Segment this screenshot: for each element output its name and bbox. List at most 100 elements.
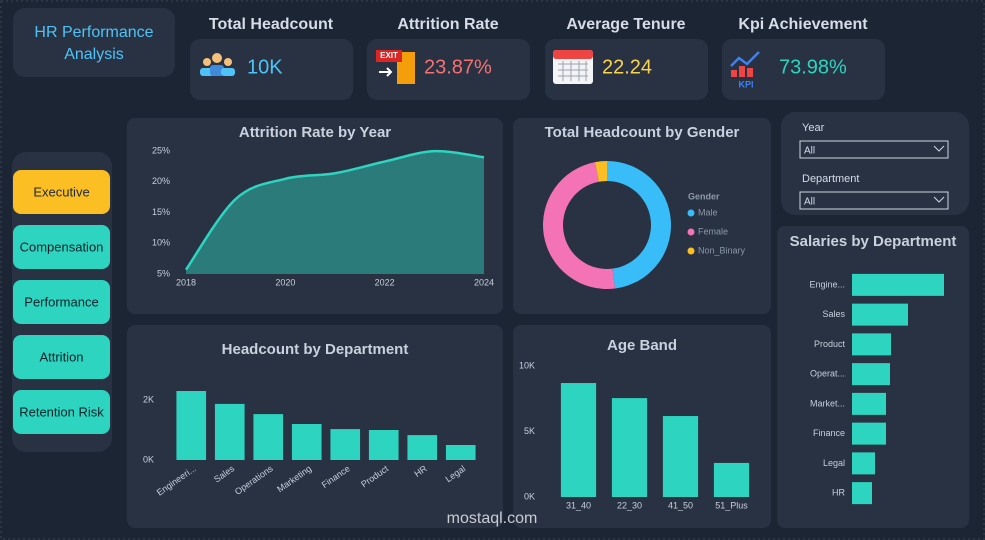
legend-label: Male xyxy=(698,207,718,217)
dropdown-arrow[interactable] xyxy=(933,196,945,203)
bar xyxy=(445,445,476,460)
filter-label: Department xyxy=(802,173,859,185)
y-tick-label: 0K xyxy=(524,491,535,501)
svg-text:EXIT: EXIT xyxy=(380,51,398,60)
y-tick-label: 5K xyxy=(524,426,535,436)
bar xyxy=(852,363,890,386)
bar xyxy=(852,482,872,505)
kpi-label: Attrition Rate xyxy=(397,16,498,33)
line xyxy=(184,149,485,271)
nav-button-label[interactable]: Retention Risk xyxy=(19,404,104,419)
bar xyxy=(713,462,750,497)
icon-exit: EXIT xyxy=(376,50,415,84)
icon-kpi: KPI xyxy=(730,51,760,89)
bar xyxy=(253,414,284,460)
y-tick-label: Market... xyxy=(810,398,845,408)
bar xyxy=(852,333,891,356)
y-tick-label: 25% xyxy=(152,146,170,156)
y-tick-label: 10% xyxy=(152,238,170,248)
y-tick-label: Finance xyxy=(813,428,845,438)
bar xyxy=(176,391,207,460)
y-tick-label: 2K xyxy=(143,394,154,404)
x-tick-label: 2022 xyxy=(375,277,395,287)
y-tick-label: 5% xyxy=(157,268,170,278)
y-tick-label: Product xyxy=(814,339,846,349)
kpi-card xyxy=(190,39,353,100)
watermark: mostaql.com xyxy=(447,510,538,527)
page-title: HR Performance Analysis xyxy=(34,24,153,63)
x-tick-label: 2024 xyxy=(474,277,494,287)
legend-label: Female xyxy=(698,226,728,236)
y-tick-label: 10K xyxy=(519,360,535,370)
x-tick-label: 41_50 xyxy=(668,500,693,510)
legend-label: Non_Binary xyxy=(698,245,746,255)
donut-slice xyxy=(595,161,607,182)
chart-title: Attrition Rate by Year xyxy=(239,124,391,141)
y-tick-label: Legal xyxy=(823,458,845,468)
kpi-label: Kpi Achievement xyxy=(738,16,868,33)
dropdown-value[interactable]: All xyxy=(804,197,815,208)
y-tick-label: 15% xyxy=(152,207,170,217)
legend-marker xyxy=(687,228,695,236)
legend-marker xyxy=(687,209,695,217)
bar xyxy=(560,383,597,497)
y-tick-label: 20% xyxy=(152,176,170,186)
nav-button-label[interactable]: Performance xyxy=(24,294,98,309)
title-box xyxy=(13,8,175,77)
nav-button[interactable] xyxy=(13,335,110,379)
x-tick-label: 2018 xyxy=(176,277,196,287)
donut-slice xyxy=(543,162,616,289)
y-tick-label: Operat... xyxy=(810,369,845,379)
nav-button-label[interactable]: Compensation xyxy=(20,239,104,254)
dropdown-value[interactable]: All xyxy=(804,146,815,157)
nav-button-label[interactable]: Executive xyxy=(33,184,89,199)
area-fill xyxy=(186,151,484,274)
icon-calendar xyxy=(553,50,593,84)
y-tick-label: Sales xyxy=(822,309,845,319)
nav-button[interactable] xyxy=(13,225,110,269)
bar xyxy=(611,398,648,497)
kpi-value: 22.24 xyxy=(602,56,652,78)
bar xyxy=(852,422,886,445)
kpi-card xyxy=(722,39,885,100)
bar xyxy=(330,429,361,460)
y-tick-label: 0K xyxy=(143,454,154,464)
bar xyxy=(852,392,886,415)
kpi-label: Average Tenure xyxy=(566,16,685,33)
chart-title: Age Band xyxy=(607,337,677,354)
chart-panel xyxy=(127,118,503,314)
kpi-label: Total Headcount xyxy=(209,16,334,33)
nav-button-label[interactable]: Attrition xyxy=(39,349,83,364)
bar xyxy=(407,435,438,460)
legend-marker xyxy=(687,247,695,255)
chart-title: Headcount by Department xyxy=(222,341,409,358)
nav-button[interactable] xyxy=(13,170,110,214)
donut-slice xyxy=(607,161,671,289)
nav-button[interactable] xyxy=(13,390,110,434)
chart-title: Total Headcount by Gender xyxy=(545,124,740,141)
x-tick-label: 31_40 xyxy=(566,500,591,510)
bar xyxy=(214,403,245,460)
nav-button[interactable] xyxy=(13,280,110,324)
filter-panel xyxy=(781,112,969,215)
y-tick-label: HR xyxy=(832,488,845,498)
kpi-value: 73.98% xyxy=(779,56,847,78)
x-tick-label: 2020 xyxy=(275,277,295,287)
bar xyxy=(852,273,944,296)
dropdown[interactable] xyxy=(799,191,949,210)
dropdown-arrow[interactable] xyxy=(933,145,945,152)
bar xyxy=(291,424,322,460)
bar xyxy=(852,303,908,326)
kpi-value: 10K xyxy=(247,56,283,78)
kpi-value: 23.87% xyxy=(424,56,492,78)
x-tick-label: 22_30 xyxy=(617,500,642,510)
dropdown[interactable] xyxy=(799,140,949,159)
x-tick-label: 51_Plus xyxy=(715,500,748,510)
y-tick-label: Engine... xyxy=(809,279,845,289)
bar xyxy=(852,452,875,475)
chart-title: Salaries by Department xyxy=(790,233,957,250)
legend-title: Gender xyxy=(688,191,720,201)
filter-label: Year xyxy=(802,122,825,134)
